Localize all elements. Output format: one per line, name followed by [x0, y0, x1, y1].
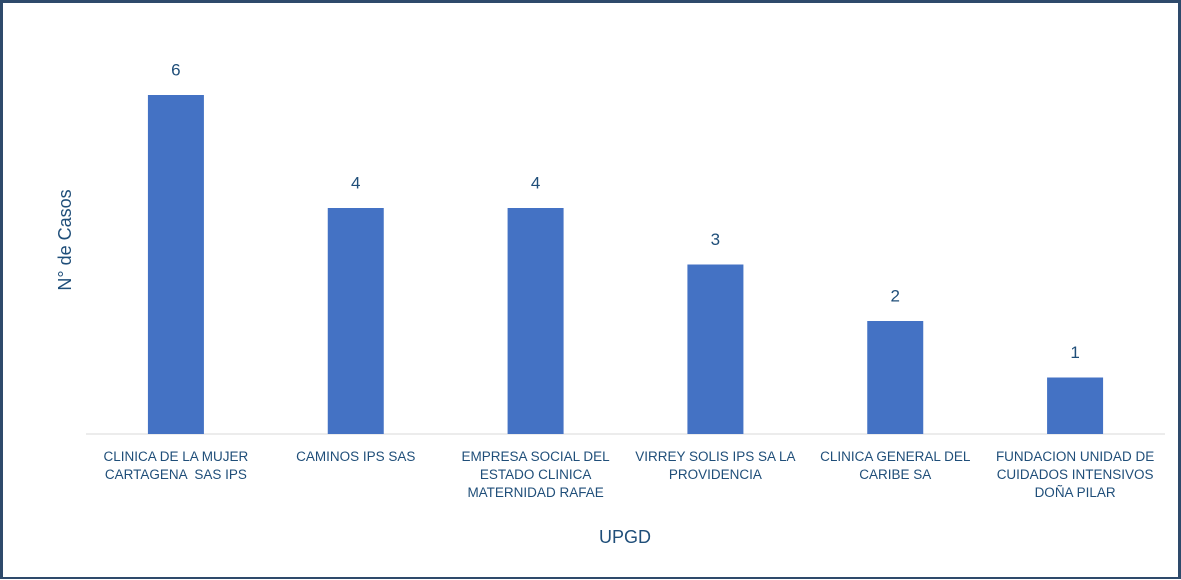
data-label: 6 — [171, 60, 180, 79]
data-label: 4 — [531, 173, 540, 192]
x-tick-label: CAMINOS IPS SAS — [296, 449, 416, 464]
bar — [147, 95, 204, 434]
bar — [687, 264, 744, 434]
bar — [867, 321, 924, 434]
x-axis-title: UPGD — [599, 527, 651, 547]
x-tick-label: CLINICA GENERAL DEL CARIBE SA — [820, 449, 975, 482]
bar — [327, 208, 384, 434]
data-label: 3 — [711, 230, 720, 249]
x-tick-label: VIRREY SOLIS IPS SA LA PROVIDENCIA — [635, 449, 804, 482]
data-label: 1 — [1070, 343, 1079, 362]
x-tick-label: CLINICA DE LA MUJER CARTAGENA SAS IPS — [103, 449, 253, 482]
bar — [1047, 377, 1104, 434]
x-tick-label: EMPRESA SOCIAL DEL ESTADO CLINICA MATERN… — [461, 449, 614, 500]
y-axis-title: N° de Casos — [55, 189, 75, 290]
bar — [507, 208, 564, 434]
x-tick-label: FUNDACION UNIDAD DE CUIDADOS INTENSIVOS … — [995, 449, 1158, 500]
data-label: 2 — [891, 286, 900, 305]
data-label: 4 — [351, 173, 360, 192]
